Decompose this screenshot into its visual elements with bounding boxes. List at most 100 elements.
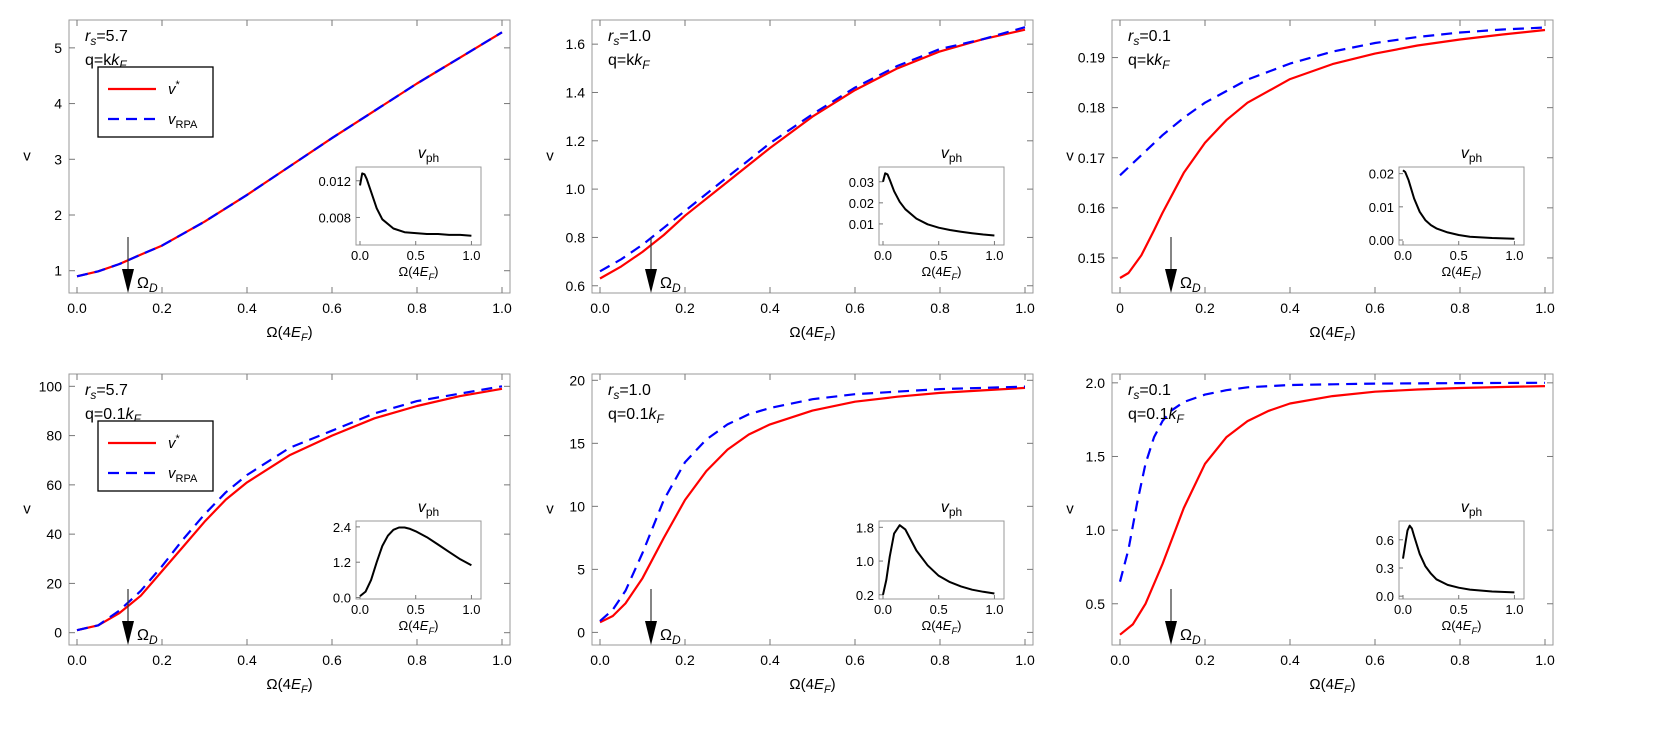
chart-panel-1: 0.0 0.2 0.4 0.6 0.8 1.0 1 2 3 4 5 v Ω(4EF) rs=5.7 q=kk… [23, 19, 512, 344]
legend: v* vRPA [97, 420, 214, 492]
x-tick-label: 0.8 [407, 652, 427, 668]
y-tick-label: 0.15 [1078, 250, 1105, 266]
omega-d-arrow: ΩD [1165, 237, 1201, 295]
inset-title: vph [418, 145, 439, 165]
x-tick-label: 0.0 [67, 300, 87, 316]
chart-panel-6: 0.0 0.2 0.4 0.6 0.8 1.0 0.5 1.0 1.5 2.0 v Ω(4EF) rs=… [1066, 373, 1555, 696]
x-tick-label: 0.6 [322, 300, 342, 316]
x-axis-label: Ω(4EF) [1309, 676, 1355, 696]
x-tick-label: 0.4 [760, 652, 780, 668]
y-tick-label: 0.18 [1078, 100, 1105, 116]
x-tick-label: 0.2 [152, 652, 172, 668]
inset-x-tick-label: 0.0 [1394, 248, 1412, 263]
inset-y-tick-label: 1.0 [856, 554, 874, 569]
y-tick-label: 2 [54, 207, 62, 223]
series-rpa-line [1119, 26, 1546, 177]
y-tick-label: 40 [46, 526, 62, 542]
inset-x-axis-label: Ω(4EF) [1441, 618, 1481, 636]
omega-d-arrow: ΩD [645, 589, 681, 647]
plot-frame [591, 373, 1034, 646]
arrow-head [1165, 621, 1177, 645]
plot-frame [68, 373, 511, 646]
annotation-rs: rs=1.0 [608, 382, 651, 402]
inset-y-tick-label: 0.00 [1369, 233, 1394, 248]
y-tick-label: 1.5 [1086, 448, 1106, 464]
annotation-rs: rs=0.1 [1128, 28, 1171, 48]
y-tick-label: 3 [54, 151, 62, 167]
y-tick-label: 1.0 [566, 181, 586, 197]
y-tick-label: 0 [54, 625, 62, 641]
y-tick-label: 0.17 [1078, 150, 1105, 166]
y-tick-label: 0.6 [566, 278, 586, 294]
x-tick-label: 0.4 [760, 300, 780, 316]
x-tick-label: 1.0 [1535, 652, 1555, 668]
x-tick-label: 0.0 [1110, 652, 1130, 668]
plot-frame [1111, 19, 1554, 294]
x-tick-label: 0.8 [930, 652, 950, 668]
inset-y-tick-label: 0.01 [849, 217, 874, 232]
annotation-rs: rs=5.7 [85, 28, 128, 48]
omega-d-label: ΩD [137, 627, 158, 647]
annotation-rs: rs=5.7 [85, 382, 128, 402]
y-tick-label: 10 [569, 498, 585, 514]
x-tick-label: 0.6 [845, 652, 865, 668]
x-tick-label: 0.8 [1450, 300, 1470, 316]
y-tick-label: 1.0 [1086, 522, 1106, 538]
inset-title: vph [1461, 145, 1482, 165]
y-axis-label: v [23, 501, 31, 518]
annotation-q: q=0.1kF [608, 406, 665, 426]
omega-d-arrow: ΩD [122, 237, 158, 295]
inset-x-axis-label: Ω(4EF) [398, 264, 438, 282]
inset-frame [878, 166, 1005, 246]
legend: v* vRPA [97, 66, 214, 138]
arrow-head [1165, 269, 1177, 293]
x-axis-label: Ω(4EF) [266, 324, 312, 344]
legend-label-1: v* [168, 433, 181, 452]
y-tick-label: 0.16 [1078, 200, 1105, 216]
inset-vph: vph 0.0 0.5 1.0 0.0 1.2 2.4 Ω(4EF) [333, 499, 482, 636]
x-tick-label: 0.4 [1280, 300, 1300, 316]
y-axis-label: v [23, 148, 31, 165]
inset-y-tick-label: 0.008 [318, 210, 351, 225]
inset-x-tick-label: 0.5 [930, 248, 948, 263]
inset-x-axis-label: Ω(4EF) [398, 618, 438, 636]
inset-y-tick-label: 0.3 [1376, 561, 1394, 576]
inset-frame [1398, 520, 1525, 600]
x-tick-label: 1.0 [1535, 300, 1555, 316]
y-tick-label: 0.5 [1086, 596, 1106, 612]
inset-x-tick-label: 1.0 [1505, 602, 1523, 617]
inset-title: vph [1461, 499, 1482, 519]
x-tick-label: 0.6 [845, 300, 865, 316]
chart-panel-2: 0.0 0.2 0.4 0.6 0.8 1.0 0.6 0.8 1.0 1.2 1.4 1.6 v Ω(4… [546, 19, 1035, 344]
omega-d-label: ΩD [137, 275, 158, 295]
y-axis-label: v [1066, 148, 1074, 165]
inset-x-tick-label: 0.5 [407, 602, 425, 617]
inset-x-tick-label: 0.5 [930, 602, 948, 617]
inset-y-tick-label: 0.2 [856, 588, 874, 603]
inset-title: vph [941, 145, 962, 165]
series-rpa-line [76, 385, 503, 632]
inset-x-axis-label: Ω(4EF) [921, 618, 961, 636]
inset-y-tick-label: 1.2 [333, 555, 351, 570]
annotation-q: q=0.1kF [85, 406, 142, 426]
y-tick-label: 0.19 [1078, 50, 1105, 66]
legend-label-2: vRPA [168, 111, 198, 131]
inset-x-tick-label: 1.0 [985, 248, 1003, 263]
chart-panel-4: 0.0 0.2 0.4 0.6 0.8 1.0 0 20 40 60 80 100 v Ω(4EF) rs=… [23, 373, 512, 696]
inset-x-tick-label: 0.5 [407, 248, 425, 263]
x-tick-label: 0.8 [1450, 652, 1470, 668]
inset-curve [1402, 169, 1515, 240]
x-tick-label: 0.0 [67, 652, 87, 668]
x-tick-label: 0.0 [590, 300, 610, 316]
omega-d-label: ΩD [660, 275, 681, 295]
series-rpa-line [1118, 381, 1546, 582]
inset-y-tick-label: 0.0 [1376, 589, 1394, 604]
inset-title: vph [941, 499, 962, 519]
x-tick-label: 0.2 [675, 300, 695, 316]
arrow-head [645, 269, 657, 293]
inset-x-tick-label: 1.0 [462, 602, 480, 617]
annotation-rs: rs=1.0 [608, 28, 651, 48]
x-tick-label: 0.2 [152, 300, 172, 316]
legend-box [97, 66, 214, 138]
y-tick-label: 0 [577, 624, 585, 640]
